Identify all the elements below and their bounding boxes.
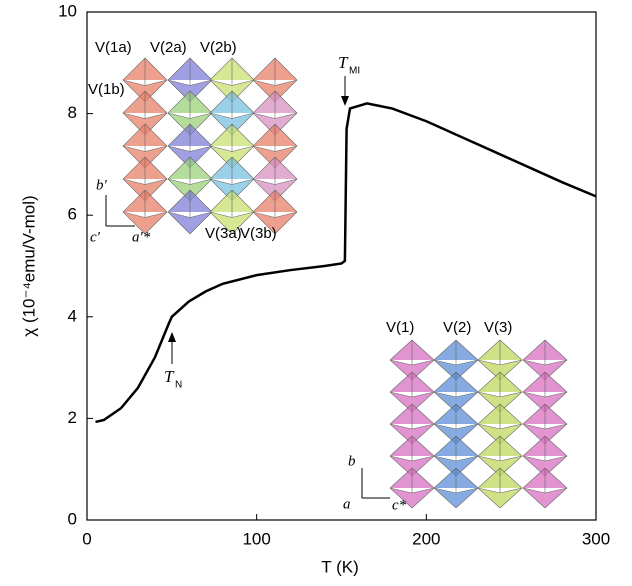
- octahedron: [167, 189, 213, 235]
- y-tick-label: 4: [68, 306, 77, 325]
- inset-label: V(2a): [150, 39, 187, 56]
- octahedron: [167, 90, 213, 136]
- octahedron: [522, 371, 568, 413]
- inset-axes: [361, 468, 390, 499]
- y-axis-label: χ (10⁻⁴emu/V-mol): [19, 195, 38, 336]
- arrowhead: [168, 332, 176, 342]
- y-tick-label: 2: [68, 408, 77, 427]
- octahedron: [252, 156, 298, 202]
- octahedron: [209, 90, 255, 136]
- octahedron: [122, 90, 168, 136]
- octahedron: [209, 189, 255, 235]
- inset-label: V(2): [443, 319, 471, 336]
- x-tick-label: 200: [412, 529, 440, 548]
- inset-axis-label: a'*: [132, 229, 151, 245]
- octahedron: [252, 57, 298, 103]
- octahedron: [433, 339, 479, 381]
- y-tick-label: 0: [68, 509, 77, 528]
- octahedron: [122, 123, 168, 169]
- octahedron: [477, 435, 523, 477]
- inset-axis-label: b: [348, 453, 356, 469]
- data-line: [95, 102, 597, 424]
- inset-label: V(1a): [95, 39, 132, 56]
- inset-axis-label: c': [90, 229, 101, 245]
- x-axis-label: T (K): [321, 557, 358, 576]
- octahedron: [433, 467, 479, 509]
- octahedron: [122, 189, 168, 235]
- octahedron: [252, 189, 298, 235]
- annotation: T: [164, 367, 175, 386]
- inset-label: V(3): [484, 319, 512, 336]
- octahedron: [477, 467, 523, 509]
- octahedron: [389, 467, 435, 509]
- inset-axis-label: a: [343, 496, 351, 512]
- inset-label: V(3b): [240, 225, 277, 242]
- octahedron: [433, 435, 479, 477]
- inset-axis-label: b': [96, 177, 108, 193]
- inset-label: V(1): [386, 319, 414, 336]
- inset-label: V(1b): [88, 81, 125, 98]
- octahedron: [167, 57, 213, 103]
- plot-frame: [86, 11, 597, 521]
- insets: [122, 57, 568, 509]
- y-tick-label: 8: [68, 103, 77, 122]
- inset-axis-label: c*: [392, 497, 407, 513]
- x-tick-label: 100: [242, 529, 270, 548]
- arrowhead: [341, 96, 349, 106]
- octahedron: [209, 156, 255, 202]
- octahedron: [433, 371, 479, 413]
- annotation-sub: N: [175, 380, 182, 391]
- inset-label: V(2b): [200, 39, 237, 56]
- annotation-sub: MI: [349, 66, 360, 77]
- octahedron: [389, 435, 435, 477]
- y-tick-label: 10: [58, 1, 77, 20]
- inset-axes: [105, 195, 135, 227]
- octahedron: [389, 339, 435, 381]
- inset-label: V(3a): [205, 225, 242, 242]
- x-tick-label: 300: [582, 529, 610, 548]
- octahedron: [209, 57, 255, 103]
- x-tick-label: 0: [82, 529, 91, 548]
- annotation: T: [338, 53, 349, 72]
- y-tick-label: 6: [68, 205, 77, 224]
- octahedron: [522, 467, 568, 509]
